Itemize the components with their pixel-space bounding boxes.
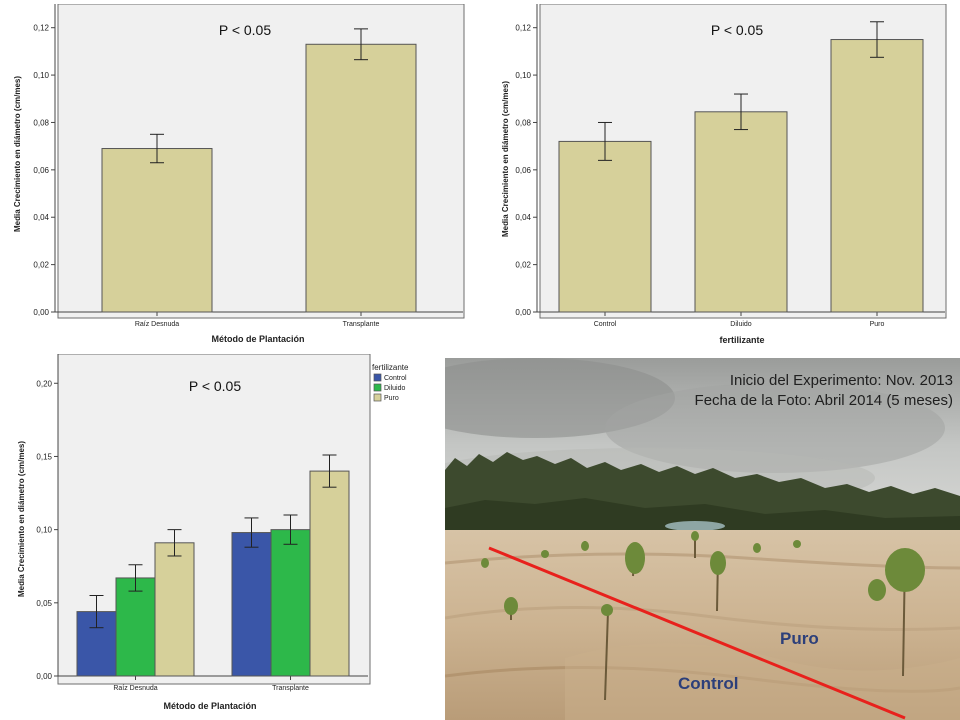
y-tick-label: 0,15 xyxy=(36,452,52,461)
legend-swatch-control xyxy=(373,373,382,382)
x-axis-title: fertilizante xyxy=(719,335,764,345)
legend-label-diluido: Diluido xyxy=(384,385,406,392)
bar-transplante-diluido xyxy=(270,529,311,677)
x-tick-label-raiz-desnuda: Raíz Desnuda xyxy=(113,685,157,692)
x-axis-title: Método de Plantación xyxy=(211,334,304,344)
y-tick-label: 0,20 xyxy=(36,379,52,388)
legend: fertilizante Control Diluido Puro xyxy=(372,363,409,402)
y-tick-label: 0,00 xyxy=(515,308,531,317)
y-axis-title: Media Crecimiento en diámetro (cm/mes) xyxy=(17,441,26,597)
y-tick-label: 0,12 xyxy=(515,24,531,33)
significance-annotation: P < 0.05 xyxy=(711,22,764,38)
y-tick-label: 0,06 xyxy=(33,166,49,175)
chart-growth-by-fertilizer: 0,00 0,02 0,04 0,06 0,08 0,10 0,12 Control Dilui… xyxy=(501,4,947,345)
y-tick-label: 0,10 xyxy=(36,526,52,535)
treatment-divider-line xyxy=(488,546,906,720)
y-tick-label: 0,10 xyxy=(33,71,49,80)
bar-transplante-puro xyxy=(309,470,350,677)
bar-diluido xyxy=(694,111,788,313)
y-tick-label: 0,06 xyxy=(515,166,531,175)
y-tick-label: 0,08 xyxy=(33,118,49,127)
label-control: Control xyxy=(678,674,738,693)
bar-transplante-control xyxy=(231,532,272,677)
x-tick-label-transplante: Transplante xyxy=(343,321,380,328)
field-photo: Inicio del Experimento: Nov. 2013 Fecha … xyxy=(445,358,960,720)
significance-annotation: P < 0.05 xyxy=(189,378,242,394)
x-tick-label-transplante: Transplante xyxy=(272,685,309,692)
bar-raiz-desnuda-diluido xyxy=(115,577,156,677)
legend-swatch-puro xyxy=(373,393,382,402)
y-tick-label: 0,00 xyxy=(36,672,52,681)
x-axis-title: Método de Plantación xyxy=(163,701,256,711)
y-tick-label: 0,05 xyxy=(36,599,52,608)
legend-label-puro: Puro xyxy=(384,395,399,402)
y-tick-label: 0,00 xyxy=(33,308,49,317)
bar-transplante xyxy=(305,43,417,313)
label-puro: Puro xyxy=(780,629,819,648)
photo-caption-line-2: Fecha de la Foto: Abril 2014 (5 meses) xyxy=(695,392,953,409)
y-axis-title: Media Crecimiento en diámetro (cm/mes) xyxy=(13,76,22,232)
field-photo-illustration: Inicio del Experimento: Nov. 2013 Fecha … xyxy=(445,358,960,720)
bar-control xyxy=(558,140,652,313)
chart-growth-by-planting-method: 0,00 0,02 0,04 0,06 0,08 0,10 0,12 Raíz Desnuda… xyxy=(13,4,465,344)
y-tick-label: 0,02 xyxy=(515,261,531,270)
y-tick-label: 0,08 xyxy=(515,118,531,127)
bar-puro xyxy=(830,39,924,313)
y-tick-label: 0,04 xyxy=(515,213,531,222)
photo-caption-line-1: Inicio del Experimento: Nov. 2013 xyxy=(730,372,953,389)
significance-annotation: P < 0.05 xyxy=(219,22,272,38)
x-tick-label-diluido: Diluido xyxy=(730,321,752,328)
y-tick-label: 0,02 xyxy=(33,261,49,270)
x-tick-label-puro: Puro xyxy=(870,321,885,328)
y-tick-label: 0,12 xyxy=(33,24,49,33)
chart-growth-by-method-and-fertilizer: 0,00 0,05 0,10 0,15 0,20 Raíz Desnuda Transpla… xyxy=(17,354,409,711)
x-tick-label-raiz-desnuda: Raíz Desnuda xyxy=(135,321,179,328)
legend-title: fertilizante xyxy=(372,363,409,372)
x-tick-label-control: Control xyxy=(594,321,617,328)
legend-swatch-diluido xyxy=(373,383,382,392)
legend-label-control: Control xyxy=(384,375,407,382)
bar-raiz-desnuda-puro xyxy=(154,542,195,677)
y-tick-label: 0,10 xyxy=(515,71,531,80)
y-axis-title: Media Crecimiento en diámetro (cm/mes) xyxy=(501,81,510,237)
y-tick-label: 0,04 xyxy=(33,213,49,222)
bar-raiz-desnuda xyxy=(101,148,213,313)
